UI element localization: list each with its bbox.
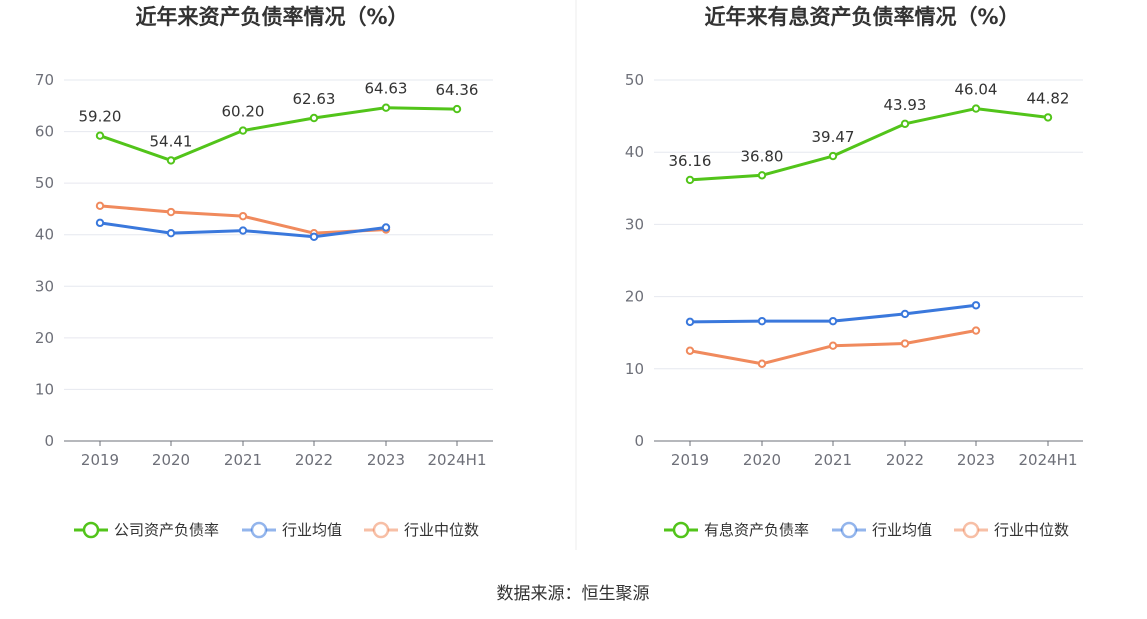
legend-item: 行业中位数 — [364, 521, 479, 539]
data-point — [971, 326, 981, 335]
data-point — [971, 104, 981, 113]
data-point — [685, 317, 695, 327]
data-point — [309, 232, 319, 241]
data-point — [238, 126, 248, 135]
data-label: 62.63 — [293, 90, 336, 108]
data-point — [757, 359, 767, 368]
data-point — [95, 201, 105, 211]
data-point — [238, 211, 248, 221]
legend-marker — [840, 521, 858, 539]
y-tick-label: 40 — [625, 143, 644, 161]
y-tick-label: 70 — [35, 71, 54, 89]
data-label: 60.20 — [222, 103, 265, 121]
x-tick-label: 2019 — [81, 451, 119, 469]
y-tick-label: 20 — [625, 288, 644, 306]
data-point — [95, 131, 105, 140]
data-label: 59.20 — [79, 108, 122, 126]
series-line-0 — [99, 106, 458, 162]
data-point — [452, 104, 462, 114]
data-point — [757, 171, 767, 180]
data-point — [166, 207, 176, 217]
y-tick-label: 40 — [35, 226, 54, 244]
legend-item: 有息资产负债率 — [664, 521, 809, 539]
data-label: 39.47 — [812, 128, 855, 146]
legend-label: 有息资产负债率 — [704, 521, 809, 539]
x-tick-label: 2020 — [743, 451, 781, 469]
series-line-0 — [689, 107, 1049, 182]
legend-marker — [672, 521, 690, 539]
data-label: 64.36 — [436, 81, 479, 99]
data-point — [381, 103, 391, 112]
data-point — [309, 113, 319, 123]
y-tick-label: 50 — [35, 174, 54, 192]
data-source: 数据来源：恒生聚源 — [497, 584, 650, 604]
data-point — [828, 341, 838, 350]
chart-interest-bearing-debt-ratio: 近年来有息资产负债率情况（%） 0 10 20 30 40 50 2019 2020 2021 20… — [625, 5, 1083, 539]
legend-item: 行业中位数 — [954, 521, 1069, 539]
legend-item: 行业均值 — [832, 521, 932, 539]
y-tick-label: 10 — [625, 360, 644, 378]
chart-debt-ratio: 近年来资产负债率情况（%） 0 10 20 30 40 50 60 70 2019 2020 2021… — [35, 5, 493, 539]
data-label: 43.93 — [884, 96, 927, 114]
x-tick-label: 2021 — [814, 451, 852, 469]
data-point — [1043, 113, 1053, 122]
y-tick-label: 30 — [625, 215, 644, 233]
data-point — [381, 223, 391, 232]
legend-label: 行业中位数 — [404, 521, 479, 539]
data-label: 36.80 — [741, 147, 784, 165]
x-tick-label: 2019 — [671, 451, 709, 469]
data-point — [238, 226, 248, 235]
x-tick-label: 2023 — [957, 451, 995, 469]
legend-marker — [82, 521, 100, 539]
data-point — [900, 309, 910, 319]
y-tick-label: 60 — [35, 123, 54, 141]
legend-marker — [372, 521, 390, 539]
data-label: 46.04 — [955, 81, 998, 99]
x-tick-label: 2023 — [367, 451, 405, 469]
y-tick-label: 0 — [44, 432, 54, 450]
data-point — [95, 218, 105, 228]
x-tick-label: 2020 — [152, 451, 190, 469]
legend-marker — [962, 521, 980, 539]
data-label: 36.16 — [669, 152, 712, 170]
x-tick-label: 2022 — [886, 451, 924, 469]
x-tick-label: 2022 — [295, 451, 333, 469]
legend-item: 公司资产负债率 — [74, 521, 219, 539]
data-point — [685, 175, 695, 185]
y-tick-label: 50 — [625, 71, 644, 89]
x-tick-label: 2021 — [224, 451, 262, 469]
data-point — [900, 119, 910, 129]
data-point — [828, 151, 838, 161]
chart-title: 近年来资产负债率情况（%） — [135, 5, 408, 29]
legend-marker — [250, 521, 268, 539]
legend-label: 行业中位数 — [994, 521, 1069, 539]
y-tick-label: 20 — [35, 329, 54, 347]
x-tick-label: 2024H1 — [428, 451, 487, 469]
data-point — [900, 339, 910, 348]
y-tick-label: 30 — [35, 277, 54, 295]
legend-label: 行业均值 — [282, 521, 342, 539]
legend-item: 行业均值 — [242, 521, 342, 539]
y-tick-label: 10 — [35, 380, 54, 398]
data-point — [166, 228, 176, 238]
chart-title: 近年来有息资产负债率情况（%） — [704, 5, 1019, 29]
x-tick-label: 2024H1 — [1019, 451, 1078, 469]
data-point — [685, 346, 695, 355]
y-tick-label: 0 — [634, 432, 644, 450]
data-label: 64.63 — [365, 80, 408, 98]
data-label: 44.82 — [1027, 89, 1070, 107]
legend-label: 行业均值 — [872, 521, 932, 539]
legend-label: 公司资产负债率 — [114, 521, 219, 539]
data-point — [757, 316, 767, 326]
data-point — [971, 301, 981, 310]
data-point — [166, 156, 176, 165]
data-label: 54.41 — [150, 132, 193, 150]
data-point — [828, 316, 838, 326]
